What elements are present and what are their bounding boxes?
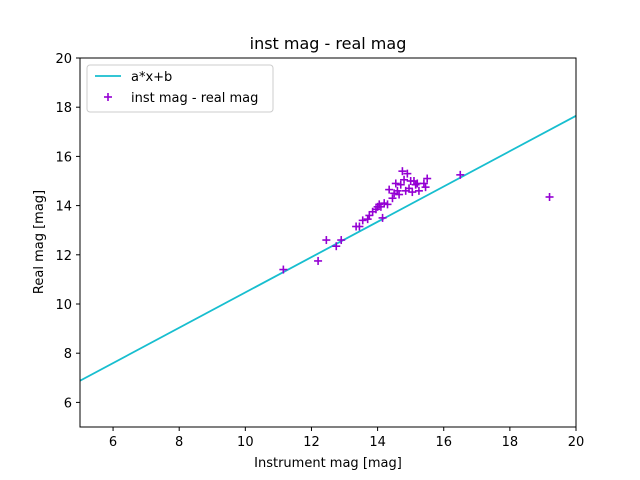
data-point bbox=[363, 215, 372, 224]
x-tick-label: 8 bbox=[175, 435, 183, 450]
x-tick-label: 14 bbox=[369, 435, 386, 450]
y-axis-ticks: 6 8 10 12 14 16 18 20 bbox=[55, 52, 80, 411]
y-tick-label: 16 bbox=[55, 150, 72, 165]
y-tick-label: 10 bbox=[55, 298, 72, 313]
data-point bbox=[421, 183, 430, 192]
legend-plus-marker bbox=[104, 93, 112, 101]
x-axis-ticks: 6 8 10 12 14 16 18 20 bbox=[109, 427, 584, 450]
data-point bbox=[545, 192, 554, 201]
data-point bbox=[408, 188, 417, 197]
x-tick-label: 10 bbox=[237, 435, 254, 450]
data-point bbox=[388, 194, 397, 203]
data-point bbox=[403, 169, 412, 178]
data-layer bbox=[80, 115, 576, 382]
data-point bbox=[337, 236, 346, 245]
data-point bbox=[456, 170, 465, 179]
fit-line bbox=[80, 115, 576, 382]
data-point bbox=[395, 190, 404, 199]
data-point bbox=[423, 174, 432, 183]
x-tick-label: 20 bbox=[568, 435, 585, 450]
x-tick-label: 16 bbox=[435, 435, 452, 450]
y-tick-label: 18 bbox=[55, 101, 72, 116]
legend-frame bbox=[86, 64, 274, 113]
data-point bbox=[414, 186, 423, 195]
data-point bbox=[400, 175, 409, 184]
data-point bbox=[411, 180, 420, 189]
data-point bbox=[385, 185, 394, 194]
y-tick-label: 8 bbox=[64, 347, 72, 362]
legend-label-line: a*x+b bbox=[131, 70, 172, 85]
y-tick-label: 6 bbox=[64, 396, 72, 411]
chart-title: inst mag - real mag bbox=[250, 34, 407, 53]
data-point bbox=[378, 213, 387, 222]
y-tick-label: 20 bbox=[55, 52, 72, 67]
data-point bbox=[358, 216, 367, 225]
data-point bbox=[322, 236, 331, 245]
legend-marker-swatch bbox=[104, 93, 112, 101]
data-point bbox=[396, 180, 405, 189]
data-point bbox=[383, 200, 392, 209]
data-point bbox=[332, 242, 341, 251]
data-point bbox=[391, 179, 400, 188]
data-point bbox=[398, 167, 407, 176]
data-point bbox=[279, 265, 288, 274]
plot-area bbox=[80, 58, 576, 427]
x-axis-label: Instrument mag [mag] bbox=[254, 456, 402, 471]
legend-label-scatter: inst mag - real mag bbox=[131, 91, 258, 106]
y-axis-label: Real mag [mag] bbox=[32, 190, 47, 294]
data-point bbox=[419, 179, 428, 188]
x-tick-label: 6 bbox=[109, 435, 117, 450]
data-point bbox=[355, 222, 364, 231]
legend: a*x+b inst mag - real mag bbox=[86, 64, 274, 113]
data-point bbox=[393, 186, 402, 195]
y-tick-label: 14 bbox=[55, 200, 72, 215]
plot-frame bbox=[79, 57, 577, 428]
data-point bbox=[314, 256, 323, 265]
y-tick-label: 12 bbox=[55, 249, 72, 264]
x-tick-label: 18 bbox=[502, 435, 519, 450]
x-tick-label: 12 bbox=[303, 435, 320, 450]
